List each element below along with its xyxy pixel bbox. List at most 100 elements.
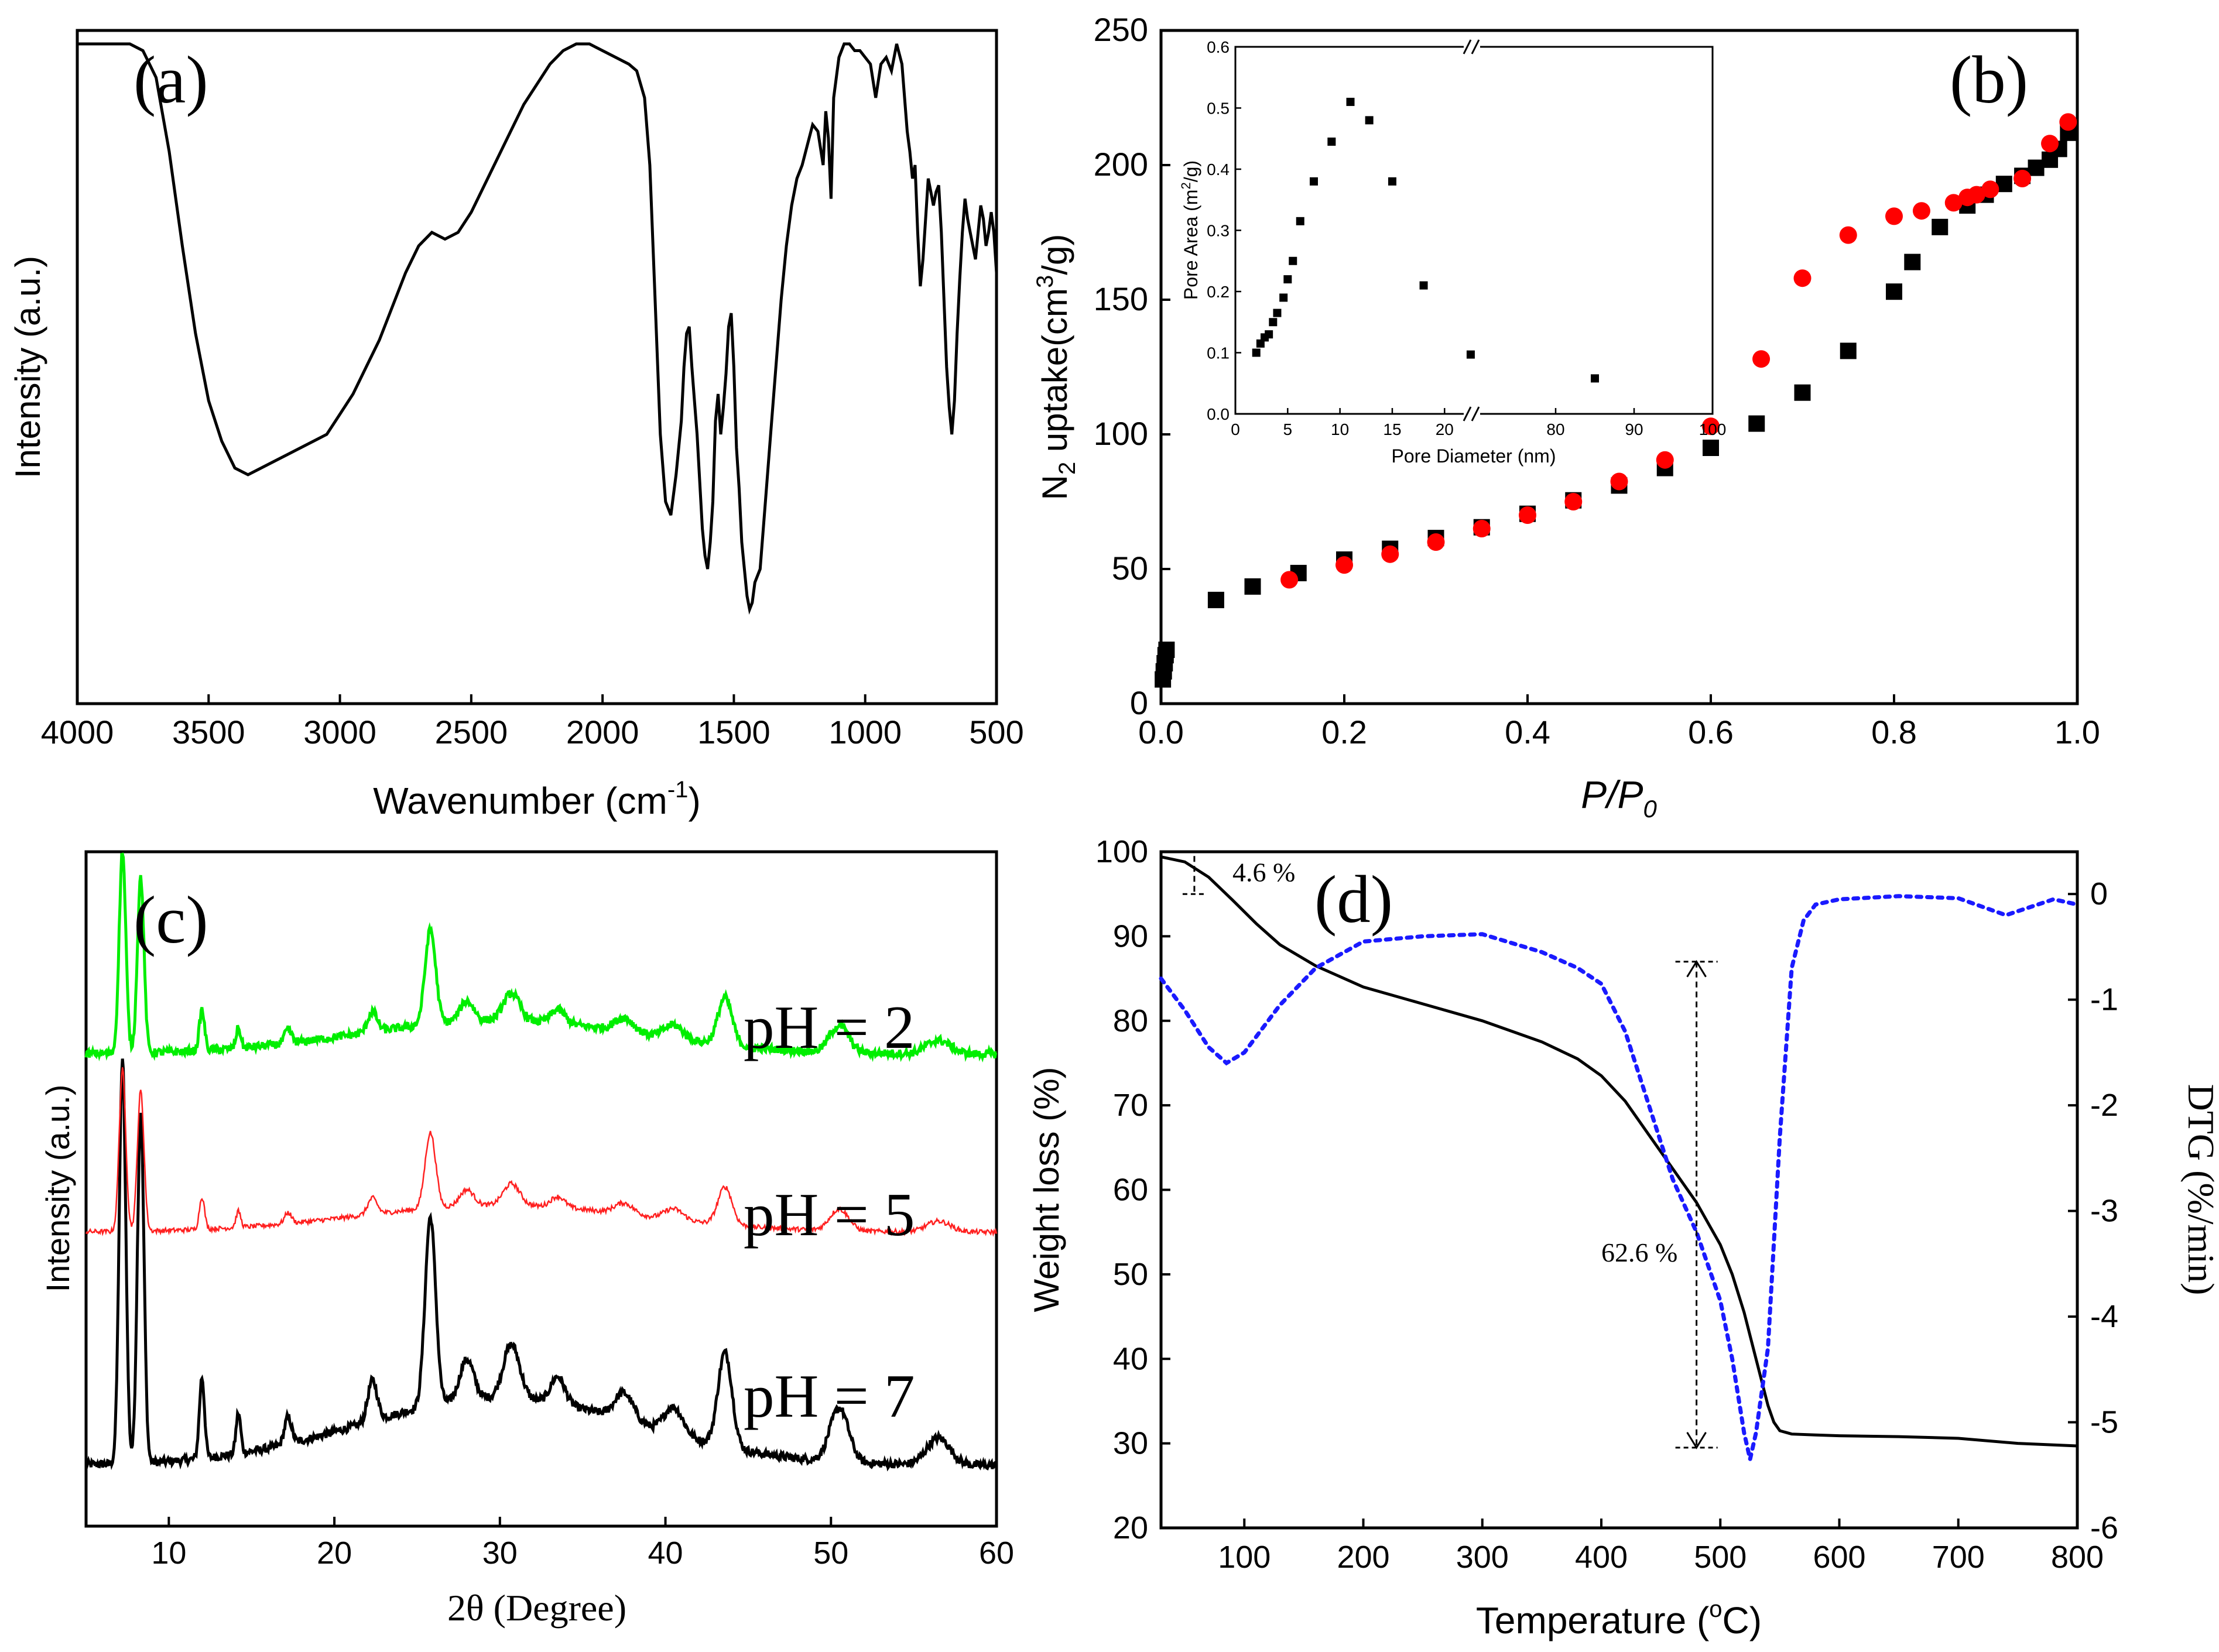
panel-d-x-tick-label: 500 bbox=[1694, 1540, 1747, 1575]
inset-point bbox=[1273, 309, 1282, 317]
panel-d-y-tick-label: 80 bbox=[1113, 1003, 1148, 1039]
desorption-point bbox=[1981, 180, 1999, 198]
inset-point bbox=[1309, 177, 1318, 186]
adsorption-point bbox=[1158, 642, 1175, 658]
inset-point bbox=[1289, 256, 1297, 265]
panel-b-y-tick-label: 100 bbox=[1094, 415, 1148, 452]
panel-c-x-tick-label: 10 bbox=[151, 1536, 186, 1571]
panel-d-xlabel: Temperature (oC) bbox=[1476, 1596, 1762, 1641]
panel-b-y-tick-label: 250 bbox=[1094, 11, 1148, 48]
panel-d-yright-tick-label: -4 bbox=[2090, 1299, 2118, 1334]
panel-c-label: (c) bbox=[133, 883, 208, 957]
inset-y-tick-label: 0.3 bbox=[1207, 222, 1230, 240]
adsorption-point bbox=[1207, 591, 1224, 608]
desorption-point bbox=[2059, 113, 2077, 131]
panel-c-x-tick-label: 20 bbox=[317, 1536, 352, 1571]
panel-d-y-tick-label: 90 bbox=[1113, 918, 1148, 954]
panel-b-data-points bbox=[1155, 113, 2077, 688]
panel-d-x-tick-label: 300 bbox=[1456, 1540, 1509, 1575]
inset-y-tick-label: 0.4 bbox=[1207, 160, 1230, 179]
inset-x-tick-label: 0 bbox=[1231, 420, 1240, 438]
desorption-point bbox=[1839, 226, 1857, 244]
annotation-arrow-head bbox=[1686, 1432, 1707, 1449]
panel-a-label: (a) bbox=[133, 43, 208, 117]
inset-axis-break-bottom bbox=[1463, 406, 1480, 421]
panel-a-x-tick-label: 2500 bbox=[435, 714, 508, 750]
desorption-point bbox=[1335, 556, 1353, 574]
panel-d-axis-ticks: 100 200 300 400 500 600 700 800 20 30 40 50 60 70 80 90… bbox=[1095, 834, 2118, 1575]
inset-point bbox=[1419, 281, 1428, 290]
adsorption-point bbox=[1703, 440, 1719, 456]
panel-c-ylabel: Intensity (a.u.) bbox=[39, 1085, 76, 1293]
panel-d-y-tick-label: 30 bbox=[1113, 1426, 1148, 1461]
desorption-point bbox=[1519, 506, 1536, 524]
inset-y-tick-label: 0.6 bbox=[1207, 38, 1230, 56]
desorption-point bbox=[1967, 186, 1985, 204]
inset-y-tick-label: 0.5 bbox=[1207, 100, 1230, 118]
inset-y-tick-label: 0.0 bbox=[1207, 405, 1230, 423]
panel-d-label: (d) bbox=[1314, 862, 1393, 937]
desorption-point bbox=[1381, 545, 1399, 563]
panel-b-inset-pore-distribution: 0.0 0.1 0.2 0.3 0.4 0.5 0.6 0 5 10 15 20 80 90 100 Por… bbox=[1179, 38, 1726, 467]
panel-a-x-tick-label: 1500 bbox=[697, 714, 771, 750]
panel-a-x-ticks: 4000 3500 3000 2500 2000 1500 1000 500 bbox=[41, 694, 1024, 750]
series-label-ph2: pH = 2 bbox=[744, 993, 915, 1061]
xrd-line-pH5 bbox=[85, 1067, 998, 1237]
panel-b-y-tick-label: 0 bbox=[1130, 684, 1148, 721]
desorption-point bbox=[1564, 493, 1583, 510]
inset-y-tick-label: 0.1 bbox=[1207, 344, 1230, 362]
panel-d-x-tick-label: 400 bbox=[1575, 1540, 1628, 1575]
desorption-point bbox=[2013, 170, 2032, 187]
desorption-point bbox=[2041, 135, 2059, 153]
series-label-ph7: pH = 7 bbox=[744, 1362, 915, 1430]
desorption-point bbox=[1885, 207, 1903, 225]
panel-a-x-tick-label: 500 bbox=[969, 714, 1023, 750]
annotation-text: 4.6 % bbox=[1232, 858, 1295, 887]
series-label-ph5: pH = 5 bbox=[744, 1180, 915, 1249]
panel-a-ftir-line bbox=[77, 42, 998, 615]
panel-d-y-tick-label: 50 bbox=[1113, 1257, 1148, 1292]
desorption-point bbox=[1656, 451, 1674, 469]
desorption-point bbox=[1473, 520, 1491, 537]
desorption-point bbox=[1610, 472, 1628, 491]
inset-point bbox=[1591, 374, 1599, 383]
dtg-line bbox=[1159, 894, 2080, 1460]
desorption-point bbox=[1702, 417, 1720, 436]
inset-axis-ticks: 0.0 0.1 0.2 0.3 0.4 0.5 0.6 0 5 10 15 20 80 90 100 bbox=[1207, 38, 1726, 438]
inset-point bbox=[1296, 217, 1304, 225]
panel-b-x-tick-label: 0.6 bbox=[1688, 714, 1734, 750]
adsorption-point bbox=[1794, 384, 1811, 401]
annotation-arrow-head bbox=[1686, 959, 1707, 978]
panel-d-yright-tick-label: -6 bbox=[2090, 1510, 2118, 1545]
adsorption-point bbox=[1244, 578, 1261, 595]
inset-data-points bbox=[1252, 98, 1599, 383]
panel-d-x-tick-label: 100 bbox=[1218, 1540, 1271, 1575]
panel-c-x-tick-label: 40 bbox=[648, 1536, 683, 1571]
inset-point bbox=[1265, 330, 1273, 339]
panel-d-x-tick-label: 200 bbox=[1337, 1540, 1389, 1575]
weight-loss-line bbox=[1160, 855, 2078, 1448]
panel-d-x-tick-label: 700 bbox=[1932, 1540, 1985, 1575]
panel-d-lines bbox=[1159, 855, 2080, 1460]
desorption-point bbox=[1427, 533, 1445, 551]
panel-d-y-tick-label: 70 bbox=[1113, 1088, 1148, 1123]
inset-axis-break-top bbox=[1463, 39, 1480, 54]
panel-a-x-tick-label: 3500 bbox=[172, 714, 245, 750]
panel-d-plot-frame bbox=[1159, 850, 2079, 1530]
inset-x-tick-label: 15 bbox=[1383, 420, 1401, 438]
adsorption-point bbox=[2028, 159, 2045, 176]
desorption-point bbox=[1793, 269, 1812, 287]
panel-c-x-tick-label: 50 bbox=[813, 1536, 848, 1571]
adsorption-point bbox=[1748, 415, 1765, 432]
panel-a-ftir-chart: 4000 3500 3000 2500 2000 1500 1000 500 (a) Wave… bbox=[8, 29, 1024, 822]
panel-b-x-tick-label: 1.0 bbox=[2054, 714, 2100, 750]
panel-d-annotations: 4.6 % 62.6 % bbox=[1182, 856, 1718, 1449]
panel-b-y-tick-label: 200 bbox=[1094, 146, 1148, 183]
inset-point bbox=[1346, 98, 1355, 107]
inset-xlabel: Pore Diameter (nm) bbox=[1392, 445, 1556, 467]
panel-d-yright-tick-label: 0 bbox=[2090, 876, 2108, 911]
panel-b-ylabel: N2 uptake(cm3/g) bbox=[1032, 234, 1080, 501]
adsorption-point bbox=[1932, 218, 1949, 235]
panel-b-x-tick-label: 0.0 bbox=[1138, 714, 1184, 750]
